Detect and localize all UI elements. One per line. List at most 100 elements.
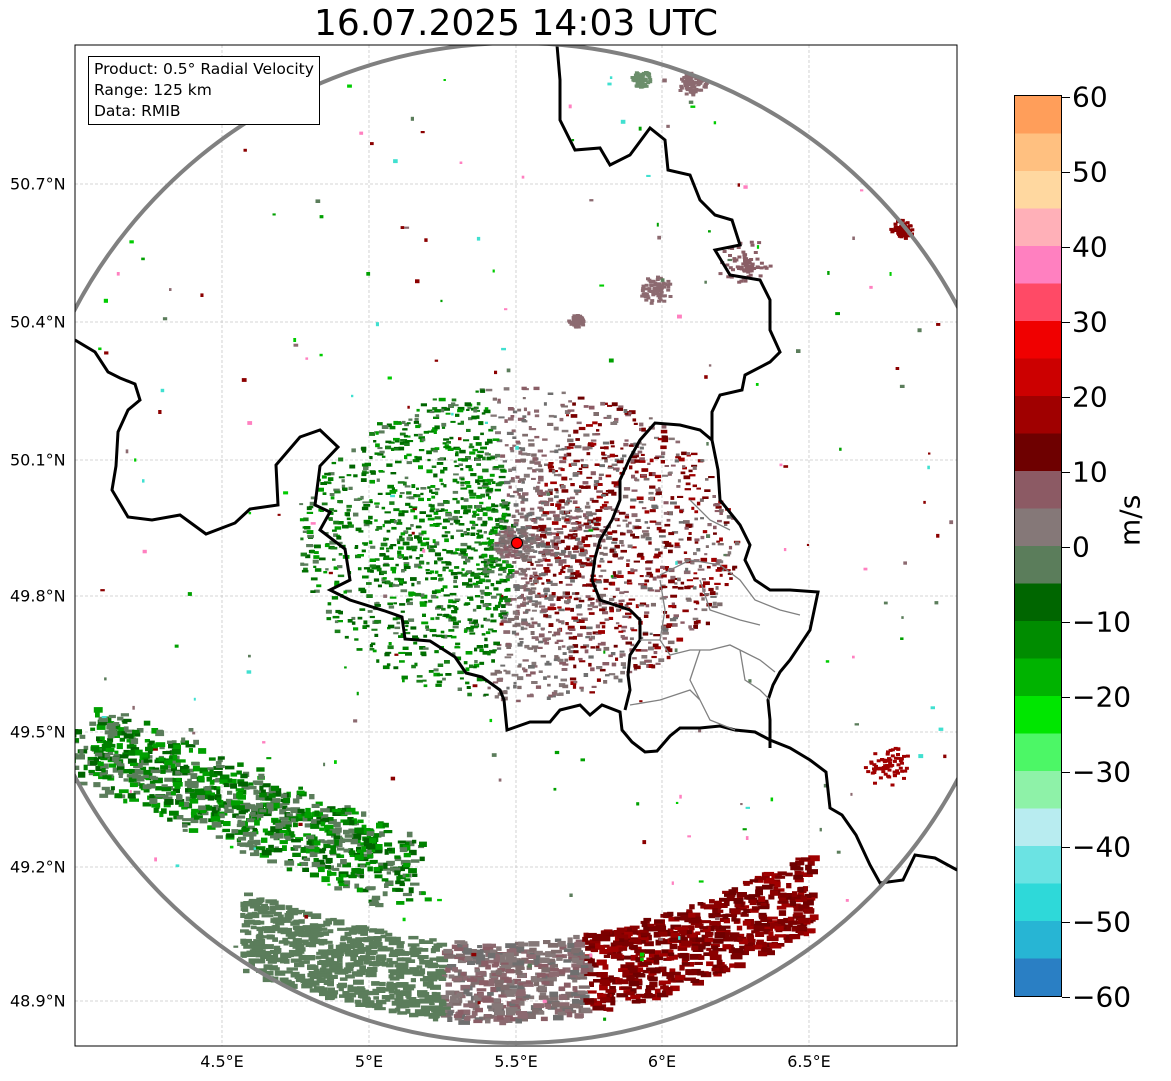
radar-echo-pixel <box>406 496 410 499</box>
radar-echo-pixel <box>335 962 343 967</box>
radar-echo-pixel <box>290 971 300 978</box>
radar-echo-pixel <box>351 448 356 453</box>
radar-echo-pixel <box>562 457 567 460</box>
radar-echo-pixel <box>415 525 422 529</box>
radar-echo-pixel <box>504 656 512 659</box>
radar-echo-pixel <box>319 557 326 561</box>
radar-echo-pixel <box>541 627 545 631</box>
radar-echo-pixel <box>530 533 535 537</box>
radar-echo-pixel <box>395 936 401 942</box>
radar-echo-pixel <box>630 954 639 961</box>
radar-echo-pixel <box>472 522 476 527</box>
radar-echo-pixel <box>556 639 564 642</box>
radar-echo-pixel <box>473 1019 483 1024</box>
radar-echo-pixel <box>329 871 337 876</box>
radar-echo-pixel <box>386 860 395 866</box>
radar-echo-pixel <box>705 621 710 626</box>
radar-echo-pixel <box>254 805 259 809</box>
radar-echo-pixel <box>585 525 592 529</box>
radar-echo-pixel <box>405 624 409 628</box>
radar-echo-pixel <box>416 487 419 490</box>
radar-echo-pixel <box>426 983 434 989</box>
radar-echo-pixel <box>204 786 212 791</box>
radar-echo-pixel <box>642 632 649 636</box>
radar-echo-pixel <box>674 542 680 547</box>
radar-echo-pixel <box>579 686 584 690</box>
radar-echo-pixel <box>490 672 498 676</box>
radar-echo-pixel <box>280 960 287 964</box>
radar-echo-pixel <box>487 592 492 595</box>
radar-echo-pixel <box>549 991 559 997</box>
radar-echo-pixel <box>332 529 337 532</box>
radar-echo-pixel <box>517 685 522 690</box>
radar-echo-pixel <box>601 457 608 460</box>
radar-echo-pixel <box>511 534 517 539</box>
radar-echo-pixel <box>612 537 618 541</box>
radar-echo-pixel <box>793 906 803 912</box>
radar-echo-pixel <box>473 436 480 440</box>
radar-echo-pixel <box>596 495 603 499</box>
radar-echo-pixel <box>764 950 775 956</box>
radar-echo-pixel <box>293 845 302 849</box>
radar-echo-pixel <box>378 865 383 871</box>
radar-echo-pixel <box>434 409 441 413</box>
radar-echo-pixel <box>389 938 397 944</box>
radar-echo-pixel <box>382 891 388 897</box>
radar-echo-pixel <box>119 754 129 759</box>
radar-echo-pixel <box>435 491 439 496</box>
radar-echo-pixel <box>167 817 173 822</box>
radar-echo-pixel <box>265 970 274 976</box>
radar-echo-pixel <box>648 491 654 495</box>
radar-echo-pixel <box>264 830 275 836</box>
radar-echo-pixel <box>394 870 401 876</box>
radar-echo-pixel <box>381 995 393 1000</box>
radar-echo-pixel <box>278 830 288 834</box>
radar-echo-pixel <box>361 446 367 451</box>
radar-echo-pixel <box>383 562 389 566</box>
radar-echo-pixel <box>715 903 728 908</box>
radar-echo-pixel <box>404 485 411 488</box>
radar-echo-pixel <box>578 426 586 431</box>
radar-echo-pixel <box>366 594 373 598</box>
radar-echo-pixel <box>422 647 429 650</box>
radar-echo-pixel <box>570 579 575 583</box>
radar-echo-pixel <box>139 770 144 775</box>
radar-echo-pixel <box>603 416 610 419</box>
radar-echo-pixel <box>449 616 456 619</box>
radar-echo-pixel <box>404 422 409 427</box>
radar-echo-pixel <box>176 794 183 801</box>
radar-echo-pixel <box>515 509 520 513</box>
radar-echo-pixel <box>539 550 545 554</box>
radar-echo-pixel <box>454 465 460 468</box>
radar-echo-pixel <box>255 814 264 818</box>
radar-echo-pixel <box>171 760 177 764</box>
radar-echo-pixel <box>419 511 426 514</box>
radar-echo-pixel <box>469 451 476 455</box>
radar-echo-pixel <box>355 973 363 977</box>
radar-echo-pixel <box>323 968 335 972</box>
radar-echo-pixel <box>560 499 565 503</box>
radar-echo-pixel <box>515 475 520 479</box>
radar-echo-pixel <box>87 756 98 761</box>
radar-echo-pixel <box>654 436 659 439</box>
radar-echo-pixel <box>598 935 611 942</box>
radar-echo-pixel <box>749 908 759 913</box>
radar-echo-pixel <box>573 664 577 669</box>
radar-echo-pixel <box>603 501 609 504</box>
radar-echo-pixel <box>363 504 371 507</box>
radar-echo-pixel <box>648 497 654 501</box>
radar-echo-pixel <box>478 980 489 986</box>
radar-echo-pixel <box>374 604 381 607</box>
radar-echo-pixel <box>472 510 477 514</box>
radar-echo-pixel <box>378 470 384 473</box>
radar-echo-pixel <box>262 828 268 833</box>
radar-echo-pixel <box>528 941 540 947</box>
radar-echo-pixel <box>343 829 350 835</box>
radar-echo-pixel <box>647 462 651 465</box>
radar-echo-pixel <box>429 524 434 527</box>
radar-echo-pixel <box>348 486 353 490</box>
radar-echo-pixel <box>673 614 679 618</box>
radar-echo-pixel <box>588 662 592 667</box>
radar-echo-pixel <box>263 944 274 950</box>
radar-echo-pixel <box>354 990 360 995</box>
